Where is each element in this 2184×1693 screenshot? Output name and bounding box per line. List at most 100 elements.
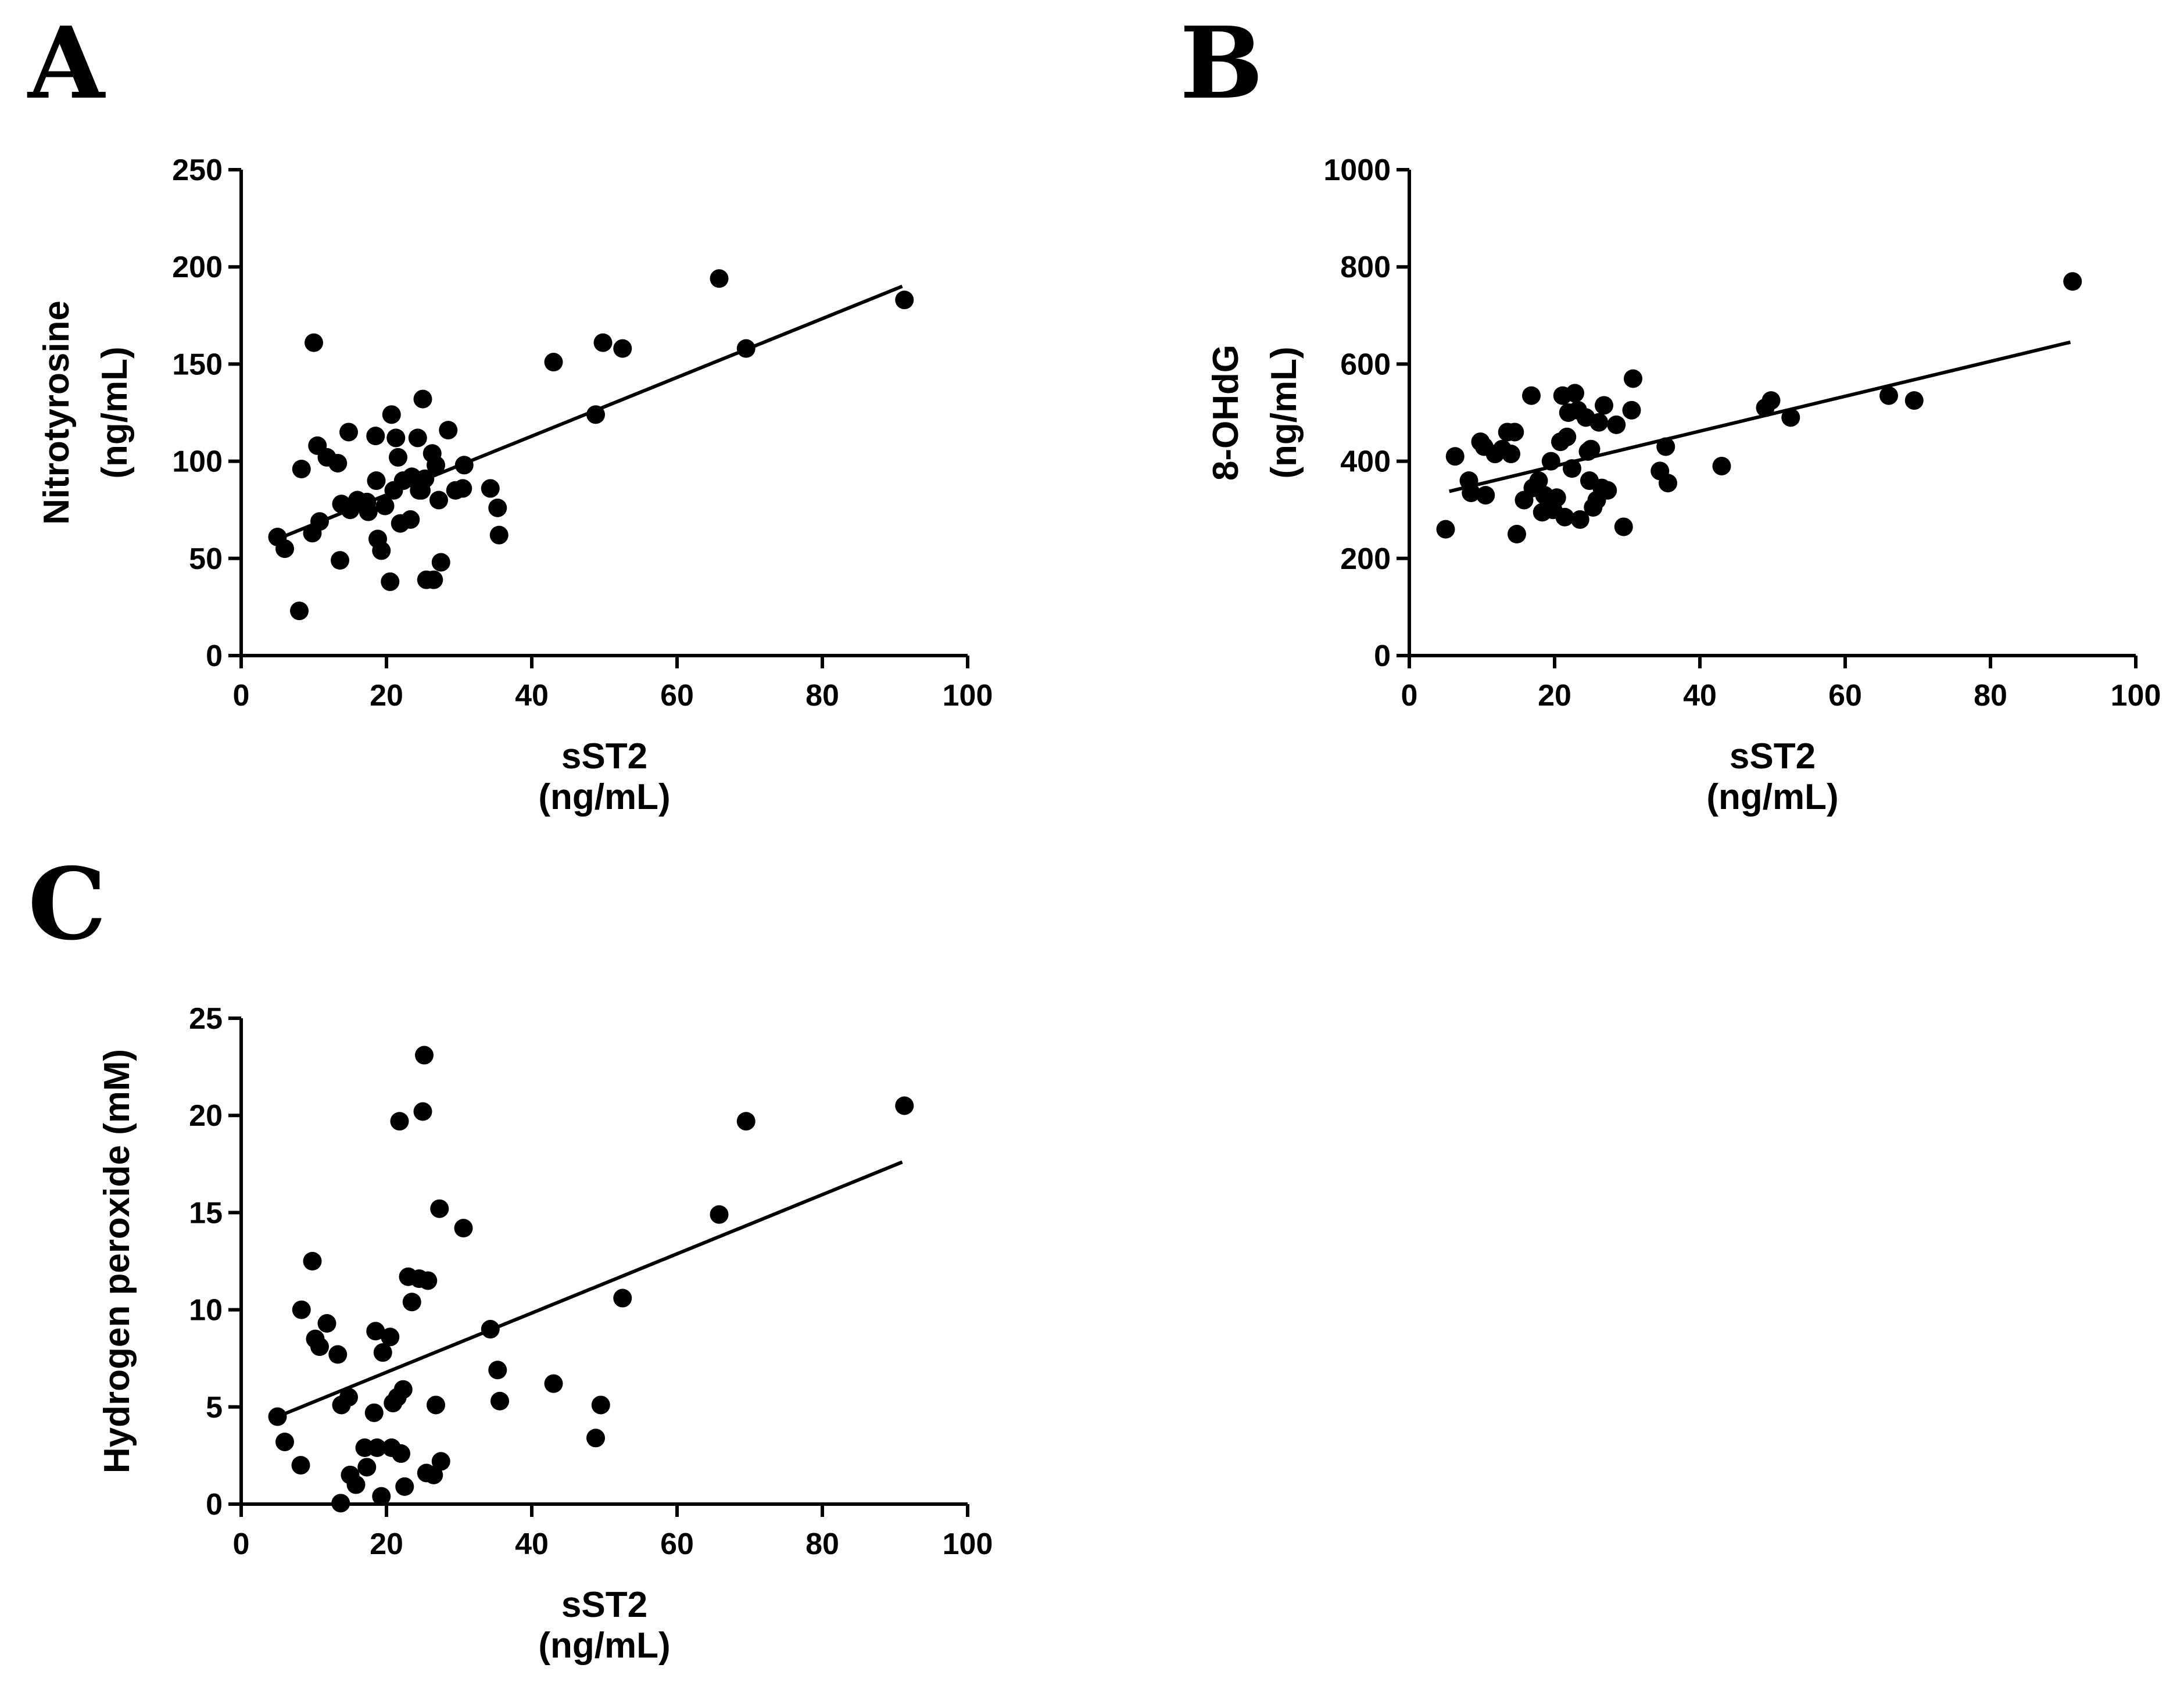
- data-point: [1462, 483, 1481, 502]
- data-point: [1624, 369, 1642, 388]
- data-point: [389, 448, 407, 467]
- data-point: [372, 541, 391, 560]
- data-point: [1589, 413, 1609, 432]
- x-tick-label: 80: [1974, 679, 2007, 713]
- data-point: [303, 1252, 322, 1270]
- data-point: [454, 1219, 473, 1238]
- data-point: [488, 498, 507, 517]
- y-axis-title-a: Nitrotyrosine: [37, 300, 77, 525]
- data-point: [382, 405, 401, 424]
- y-tick-label: 200: [172, 250, 223, 284]
- x-tick-label: 100: [2111, 679, 2161, 713]
- data-point: [427, 456, 445, 475]
- data-point: [1761, 391, 1781, 410]
- data-point: [268, 1407, 287, 1426]
- data-point: [1529, 471, 1548, 491]
- y-tick-label: 150: [172, 348, 223, 381]
- data-point: [439, 421, 458, 440]
- x-tick-label: 0: [233, 1527, 250, 1561]
- data-point: [331, 551, 349, 570]
- data-point: [1595, 396, 1613, 415]
- data-point: [431, 553, 450, 572]
- data-point: [339, 1388, 358, 1407]
- y-axis-title-b: (ng/mL): [1264, 346, 1304, 478]
- data-point: [613, 1288, 632, 1308]
- y-tick-label: 200: [1340, 542, 1391, 576]
- data-point: [586, 1429, 605, 1448]
- x-tick-label: 80: [805, 1527, 839, 1561]
- data-point: [372, 1487, 391, 1506]
- data-point: [1541, 452, 1560, 471]
- x-axis-title-b: sST2: [1730, 736, 1816, 776]
- data-point: [395, 1477, 414, 1496]
- data-point: [1558, 427, 1577, 446]
- data-point: [331, 1494, 350, 1513]
- data-point: [375, 496, 395, 516]
- data-point: [310, 512, 329, 531]
- x-tick-label: 0: [233, 679, 250, 713]
- data-point: [1570, 510, 1589, 529]
- data-point: [418, 1271, 438, 1290]
- data-point: [490, 1391, 509, 1411]
- data-point: [357, 1458, 377, 1477]
- x-tick-label: 20: [370, 679, 403, 713]
- data-point: [381, 572, 400, 591]
- data-point: [1622, 400, 1641, 420]
- data-point: [305, 333, 323, 352]
- data-point: [1555, 507, 1574, 527]
- data-point: [424, 1465, 443, 1484]
- data-point: [275, 1432, 294, 1451]
- data-point: [310, 1337, 329, 1356]
- y-tick-label: 0: [206, 1488, 223, 1522]
- data-point: [366, 1322, 385, 1341]
- data-point: [895, 291, 914, 310]
- data-point: [292, 1300, 311, 1319]
- data-point: [1476, 486, 1495, 505]
- data-point: [1614, 517, 1633, 536]
- data-point: [366, 427, 385, 446]
- x-tick-label: 60: [1828, 679, 1862, 713]
- y-tick-label: 0: [206, 639, 223, 673]
- data-point: [1781, 408, 1800, 427]
- x-tick-label: 40: [1683, 679, 1717, 713]
- data-point: [413, 389, 432, 409]
- y-tick-label: 5: [206, 1391, 223, 1424]
- data-point: [328, 453, 348, 473]
- data-point: [544, 1374, 563, 1393]
- data-point: [544, 353, 563, 372]
- data-point: [1566, 384, 1584, 403]
- data-point: [489, 525, 509, 545]
- y-tick-label: 15: [189, 1196, 223, 1230]
- data-point: [1879, 386, 1898, 405]
- data-point: [1659, 474, 1677, 493]
- panel-letter-c: C: [28, 846, 106, 962]
- data-point: [386, 428, 406, 448]
- data-point: [1505, 423, 1524, 442]
- y-tick-label: 400: [1340, 445, 1391, 479]
- data-point: [392, 1444, 410, 1463]
- data-point: [359, 502, 378, 521]
- data-point: [427, 1395, 445, 1415]
- data-point: [415, 1046, 434, 1065]
- x-tick-label: 20: [1538, 679, 1571, 713]
- data-point: [488, 1361, 507, 1380]
- data-point: [736, 339, 756, 358]
- data-point: [373, 1343, 392, 1362]
- data-point: [364, 1403, 384, 1422]
- data-point: [429, 491, 448, 510]
- data-point: [1904, 391, 1924, 410]
- data-point: [481, 479, 500, 498]
- y-axis-title-a: (ng/mL): [95, 346, 135, 478]
- data-point: [393, 1380, 413, 1399]
- y-axis-title-b: 8-OHdG: [1206, 345, 1246, 481]
- x-tick-label: 100: [943, 679, 993, 713]
- x-axis-title-a: sST2: [561, 736, 647, 776]
- data-point: [1522, 386, 1541, 405]
- data-point: [413, 1102, 432, 1121]
- data-point: [328, 1345, 348, 1364]
- data-point: [402, 1293, 421, 1312]
- data-point: [710, 1205, 729, 1224]
